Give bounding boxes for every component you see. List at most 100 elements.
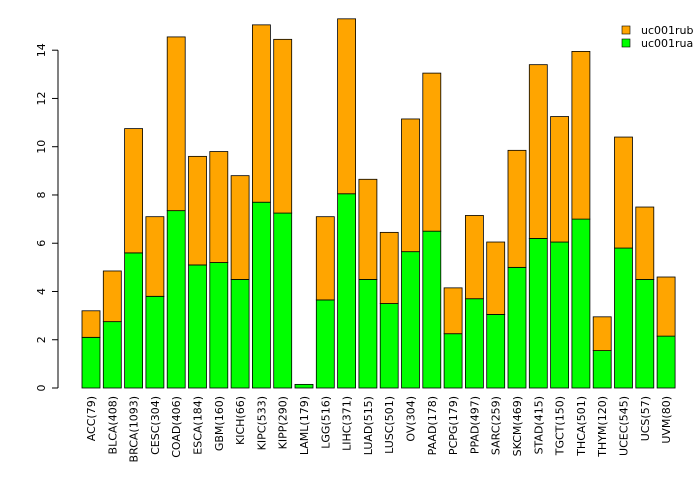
x-tick-label: PAAD(178): [426, 396, 439, 455]
bar-uc001rua-CESC(304): [145, 295, 165, 389]
bar-uc001rub-LUAD(515): [358, 178, 378, 280]
bar-uc001rua-STAD(415): [528, 237, 548, 389]
bar-uc001rub-SARC(259): [486, 241, 506, 315]
legend-swatch-uc001rub: [621, 25, 631, 35]
y-tick-label: 4: [35, 288, 48, 295]
x-tick-label: KIPC(533): [255, 396, 268, 450]
bar-uc001rub-GBM(160): [209, 151, 229, 263]
bar-uc001rub-UCS(57): [635, 206, 655, 280]
bar-uc001rua-LGG(516): [315, 299, 335, 389]
x-tick-label: LAML(179): [298, 396, 311, 455]
bar-uc001rub-KICH(66): [230, 175, 250, 280]
bar-uc001rub-PPAD(497): [464, 215, 484, 300]
bar-uc001rua-THYM(120): [592, 350, 612, 389]
x-tick-label: STAD(415): [532, 396, 545, 454]
x-tick-label: OV(304): [405, 396, 418, 442]
x-tick-label: TGCT(150): [554, 396, 567, 456]
bar-uc001rua-UCEC(545): [614, 247, 633, 389]
bar-uc001rua-LAML(179): [294, 383, 314, 389]
bar-uc001rub-UCEC(545): [614, 136, 633, 249]
x-tick-label: UVM(80): [660, 396, 673, 444]
y-tick-label: 10: [35, 140, 48, 154]
x-tick-label: THYM(120): [596, 396, 609, 458]
bars: [81, 18, 676, 389]
x-tick-label: SKCM(469): [511, 396, 524, 456]
bar-uc001rua-UCS(57): [635, 279, 655, 389]
legend-label-uc001rua: uc001rua: [641, 37, 693, 50]
legend: uc001rub uc001rua: [621, 24, 694, 50]
bar-uc001rub-LUSC(501): [379, 231, 399, 304]
bar-uc001rub-PCPG(179): [443, 287, 463, 335]
bar-uc001rua-PPAD(497): [464, 298, 484, 389]
bar-uc001rub-THYM(120): [592, 316, 612, 352]
x-tick-label: KICH(66): [234, 396, 247, 445]
bar-uc001rua-THCA(501): [571, 218, 591, 389]
bar-uc001rua-LUSC(501): [379, 303, 399, 389]
x-tick-label: LUAD(515): [362, 396, 375, 455]
bar-uc001rub-BLCA(408): [102, 270, 122, 323]
x-tick-label: LUSC(501): [383, 396, 396, 454]
x-tick-label: LIHC(371): [341, 396, 354, 451]
legend-swatch-uc001rua: [621, 38, 631, 48]
bar-uc001rua-PAAD(178): [422, 230, 442, 389]
bar-uc001rub-COAD(406): [166, 36, 186, 212]
bar-uc001rub-KIPP(290): [273, 38, 293, 214]
bar-uc001rub-CESC(304): [145, 216, 165, 297]
bar-uc001rua-ESCA(184): [188, 264, 207, 389]
bar-uc001rua-BLCA(408): [102, 321, 122, 389]
bar-uc001rub-BRCA(1093): [124, 128, 143, 254]
x-tick-label: COAD(406): [170, 396, 183, 458]
y-axis: 0 2 4 6 8 10 12 14: [35, 43, 59, 392]
x-tick-label: UCEC(545): [618, 396, 631, 456]
bar-uc001rub-PAAD(178): [422, 72, 442, 232]
x-tick-label: CESC(304): [149, 396, 162, 455]
x-tick-label: THCA(501): [575, 396, 588, 457]
bar-uc001rub-ESCA(184): [188, 155, 207, 266]
bar-uc001rub-UVM(80): [656, 276, 676, 337]
bar-uc001rub-THCA(501): [571, 51, 591, 220]
bar-uc001rua-KIPP(290): [273, 212, 293, 389]
bar-uc001rua-OV(304): [401, 251, 420, 389]
x-axis-labels: ACC(79) BLCA(408) BRCA(1093) CESC(304) COAD(…: [85, 396, 673, 462]
x-tick-label: PPAD(497): [468, 396, 481, 454]
bar-uc001rua-COAD(406): [166, 210, 186, 389]
y-tick-label: 6: [35, 240, 48, 247]
bar-uc001rua-GBM(160): [209, 262, 229, 389]
x-tick-label: ACC(79): [85, 396, 98, 441]
bar-uc001rub-ACC(79): [81, 310, 101, 338]
bar-uc001rua-LIHC(371): [337, 193, 357, 389]
legend-label-uc001rub: uc001rub: [641, 24, 694, 37]
y-tick-label: 0: [35, 385, 48, 392]
bar-uc001rua-PCPG(179): [443, 333, 463, 389]
bar-uc001rub-TGCT(150): [550, 116, 569, 243]
x-tick-label: PCPG(179): [447, 396, 460, 455]
bar-uc001rub-STAD(415): [528, 64, 548, 239]
x-tick-label: ESCA(184): [192, 396, 205, 455]
bar-uc001rua-KICH(66): [230, 279, 250, 389]
bar-uc001rua-SKCM(469): [507, 266, 527, 389]
bar-uc001rua-UVM(80): [656, 335, 676, 389]
x-tick-label: LGG(516): [319, 396, 332, 449]
bar-uc001rua-ACC(79): [81, 336, 101, 389]
x-tick-label: UCS(57): [639, 396, 652, 441]
x-tick-label: BRCA(1093): [128, 396, 141, 462]
bar-uc001rua-BRCA(1093): [124, 252, 143, 389]
bar-uc001rub-OV(304): [401, 118, 420, 253]
bar-uc001rua-TGCT(150): [550, 241, 569, 389]
bar-uc001rub-KIPC(533): [251, 24, 271, 203]
x-tick-label: SARC(259): [490, 396, 503, 455]
x-tick-label: GBM(160): [213, 396, 226, 451]
y-tick-label: 2: [35, 336, 48, 343]
bar-uc001rua-SARC(259): [486, 314, 506, 389]
x-tick-label: KIPP(290): [277, 396, 290, 449]
y-tick-label: 14: [35, 43, 48, 57]
bar-uc001rua-KIPC(533): [251, 201, 271, 389]
bar-uc001rub-LIHC(371): [337, 18, 357, 195]
y-tick-label: 8: [35, 191, 48, 198]
bar-uc001rub-SKCM(469): [507, 149, 527, 268]
bar-uc001rub-LGG(516): [315, 216, 335, 301]
y-tick-label: 12: [35, 91, 48, 105]
x-tick-label: BLCA(408): [106, 396, 119, 454]
bar-uc001rua-LUAD(515): [358, 279, 378, 389]
